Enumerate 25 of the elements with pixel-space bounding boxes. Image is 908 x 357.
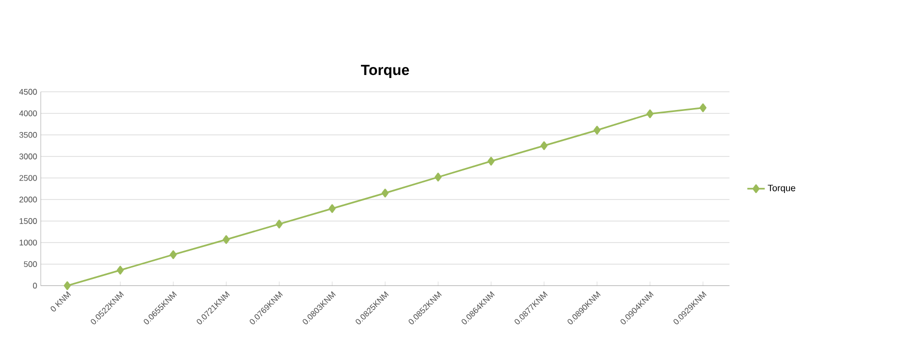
y-tick-label: 3000 [19, 154, 37, 160]
point [328, 204, 336, 213]
point [276, 220, 283, 228]
y-tick-label: 1500 [20, 218, 37, 224]
point [646, 109, 654, 118]
point [594, 126, 601, 135]
y-tick-label: 3500 [19, 132, 37, 138]
y-tick-label: 500 [24, 261, 37, 267]
y-tick-label: 2000 [19, 196, 37, 202]
y-tick-label: 0 [32, 282, 37, 289]
point [540, 141, 548, 150]
point [64, 281, 71, 290]
y-tick-label: 1000 [20, 240, 37, 246]
point [170, 250, 177, 259]
legend-label: Torque [768, 184, 796, 194]
y-tick-label: 4500 [19, 88, 37, 95]
point [116, 266, 124, 275]
y-tick-label: 2500 [19, 175, 37, 181]
point [488, 156, 495, 166]
point [434, 172, 442, 182]
point [699, 103, 706, 112]
point [222, 235, 230, 244]
chart-title: Torque [360, 64, 409, 78]
y-tick-label: 4000 [19, 110, 37, 116]
point [382, 188, 389, 198]
